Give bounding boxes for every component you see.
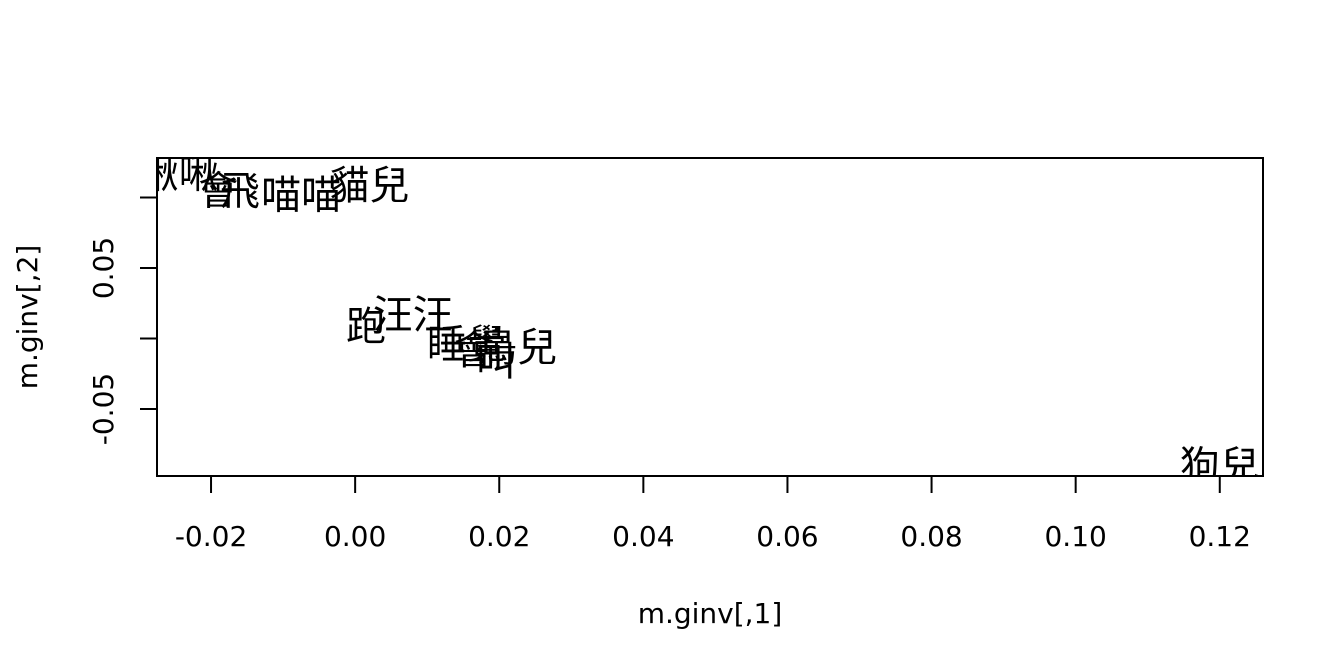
x-tick-label: 0.06 [756, 520, 818, 553]
x-axis: -0.02 0.00 0.02 0.04 0.06 0.08 0.10 0.12 [175, 475, 1251, 553]
point-label: 叫 [476, 339, 516, 385]
point-label: 會 [198, 168, 238, 214]
point-label: 啾啾 [139, 152, 219, 198]
x-tick-label: 0.12 [1189, 520, 1251, 553]
point-label: 睡覺 [427, 322, 507, 368]
x-tick-label: 0.08 [900, 520, 962, 553]
x-tick-label: 0.04 [612, 520, 674, 553]
x-tick-label: -0.02 [175, 520, 247, 553]
point-label: 鳥兒 [477, 325, 557, 371]
point-label: 汪汪 [373, 293, 453, 339]
y-tick-label: -0.05 [87, 373, 120, 445]
x-tick-label: 0.00 [324, 520, 386, 553]
y-tick-label: 0.05 [87, 237, 120, 299]
point-label: 貓兒 [330, 163, 410, 209]
point-label: 跑 [346, 304, 386, 350]
point-label: 喵喵 [261, 173, 341, 219]
point-label: 狗兒 [1180, 443, 1260, 489]
y-axis-title: m.ginv[,2] [11, 245, 44, 390]
x-tick-label: 0.02 [468, 520, 530, 553]
x-axis-title: m.ginv[,1] [638, 597, 783, 630]
point-label: 飛 [220, 168, 260, 214]
x-tick-label: 0.10 [1044, 520, 1106, 553]
y-axis: -0.05 0.05 [87, 196, 158, 445]
point-label: 會 [454, 328, 494, 374]
